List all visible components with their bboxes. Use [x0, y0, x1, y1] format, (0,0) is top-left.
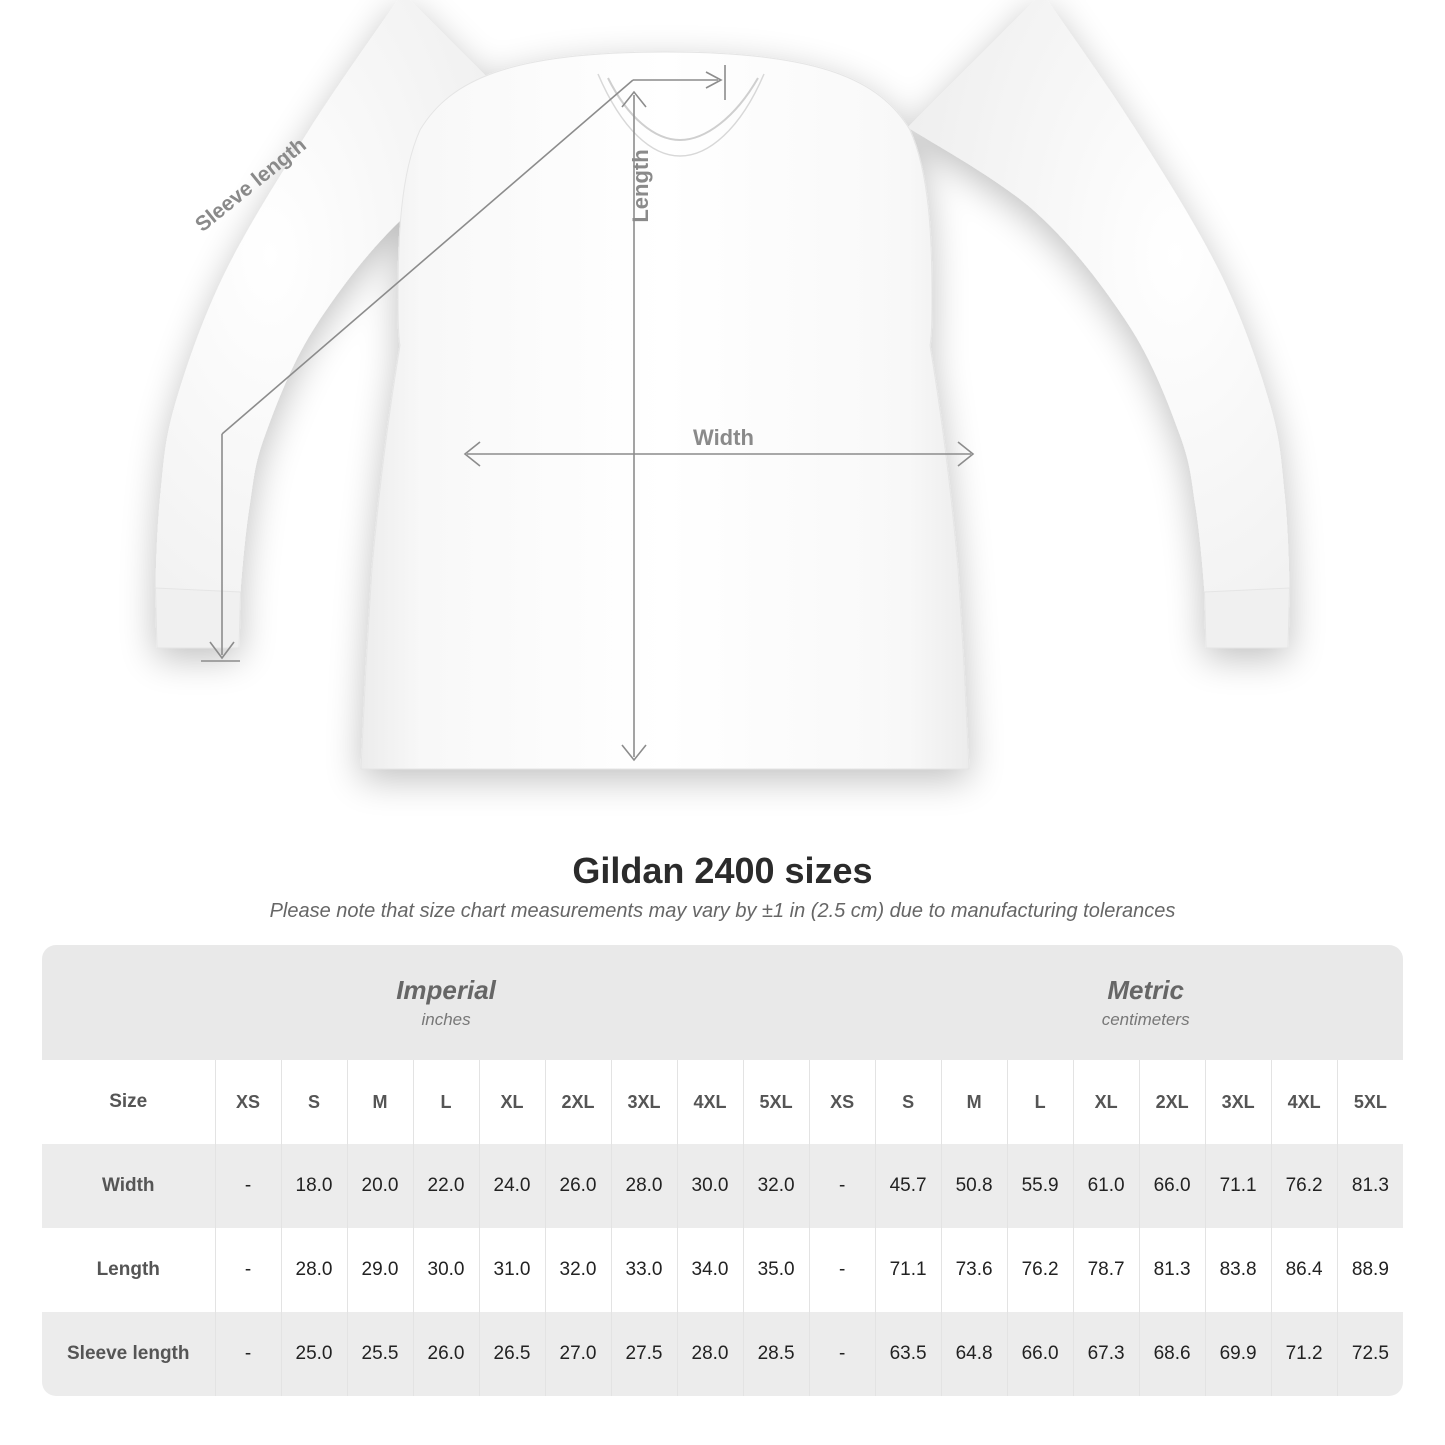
svg-text:Width: Width [693, 425, 754, 450]
svg-text:Length: Length [628, 149, 653, 222]
